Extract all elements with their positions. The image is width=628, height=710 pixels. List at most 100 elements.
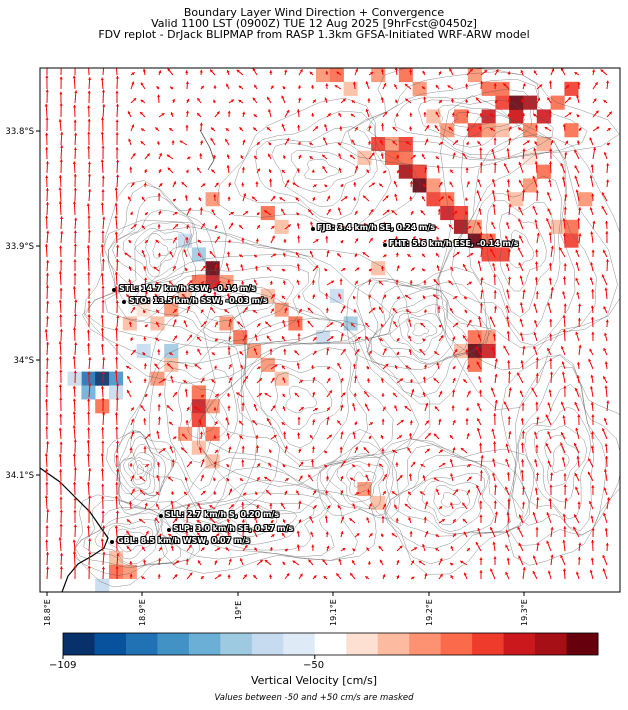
contour-line	[117, 294, 280, 526]
wind-arrow-head	[45, 371, 49, 374]
wind-arrow-head	[439, 391, 443, 394]
wind-arrow-head	[521, 459, 525, 462]
wind-arrow-head	[269, 280, 273, 284]
colorbar-swatch	[472, 633, 505, 655]
colorbar-swatch	[535, 633, 568, 655]
wind-arrow-head	[299, 573, 303, 577]
contour-line	[394, 464, 495, 535]
wind-arrow-head	[162, 378, 166, 382]
wind-arrow-head	[74, 132, 78, 136]
wind-arrow-head	[115, 510, 120, 514]
wind-arrow-head	[476, 485, 480, 488]
contour-line	[271, 141, 371, 207]
contour-line	[356, 277, 492, 398]
wind-arrow-head	[210, 307, 214, 311]
wind-arrow-head	[269, 547, 273, 550]
wind-arrow-head	[297, 141, 301, 145]
wind-arrow-head	[296, 530, 300, 534]
wind-arrow-head	[308, 559, 312, 563]
wind-arrow-head	[173, 436, 177, 440]
wind-arrow-head	[45, 272, 50, 276]
wind-arrow-head	[370, 72, 374, 75]
wind-arrow-head	[73, 509, 77, 513]
wind-arrow-head	[564, 152, 568, 155]
wind-arrow-head	[296, 362, 300, 366]
wind-arrow-head	[59, 509, 63, 513]
wind-arrow-head	[196, 520, 200, 524]
wind-arrow-head	[324, 450, 327, 454]
wind-arrow-head	[434, 351, 438, 355]
wind-arrow-head	[475, 542, 479, 545]
contour-line	[145, 233, 178, 269]
wind-arrow-head	[140, 99, 144, 103]
wind-arrow-head	[493, 290, 497, 293]
wind-arrow-head	[339, 278, 343, 282]
velocity-cell	[136, 302, 151, 317]
wind-arrow-head	[338, 112, 342, 116]
wind-arrow-head	[353, 225, 357, 228]
wind-arrow-head	[605, 220, 609, 224]
wind-arrow-head	[324, 97, 328, 101]
wind-arrow-head	[202, 294, 206, 298]
wind-arrow-head	[312, 419, 316, 423]
wind-arrow-head	[229, 488, 233, 492]
velocity-cell	[316, 330, 331, 345]
wind-arrow-head	[73, 105, 77, 108]
wind-arrow-head	[131, 488, 135, 492]
wind-arrow-head	[144, 503, 148, 506]
wind-arrow-head	[468, 476, 472, 480]
wind-arrow-head	[490, 128, 493, 131]
contour-line	[366, 284, 482, 371]
wind-arrow-head	[282, 532, 285, 536]
wind-arrow-head	[393, 181, 397, 184]
wind-arrow-head	[284, 445, 288, 449]
wind-arrow-head	[395, 99, 399, 103]
wind-arrow-head	[244, 307, 248, 311]
wind-arrow-head	[342, 548, 346, 551]
wind-arrow-head	[452, 239, 456, 243]
wind-arrow-head	[254, 547, 258, 551]
wind-arrow-head	[229, 377, 232, 381]
wind-arrow-head	[186, 503, 190, 507]
wind-arrow-head	[156, 491, 160, 495]
lat-label-33-9: 33.9°S	[5, 242, 34, 252]
wind-arrow-head	[270, 85, 274, 89]
velocity-cell	[481, 123, 496, 138]
wind-arrow-head	[383, 239, 387, 243]
wind-arrow-head	[550, 554, 554, 558]
velocity-cell	[191, 413, 206, 428]
wind-arrow-head	[298, 154, 302, 158]
wind-arrow-head	[284, 490, 288, 494]
contour-line	[451, 112, 492, 128]
wind-arrow-head	[157, 462, 161, 465]
wind-arrow-head	[116, 315, 120, 318]
wind-arrow-head	[405, 295, 408, 298]
wind-arrow-head	[227, 405, 231, 409]
wind-arrow-head	[241, 502, 245, 505]
wind-arrow-head	[590, 305, 594, 309]
wind-arrow-head	[563, 263, 567, 266]
wind-arrow-head	[562, 218, 566, 221]
velocity-cell	[122, 564, 137, 579]
wind-arrow-head	[292, 182, 296, 186]
velocity-cell	[316, 68, 331, 83]
wind-arrow-head	[521, 402, 525, 406]
velocity-cell	[454, 219, 469, 234]
wind-arrow-head	[533, 332, 537, 336]
wind-arrow-head	[395, 236, 399, 239]
wind-arrow-head	[194, 406, 198, 410]
wind-arrow-head	[186, 407, 190, 410]
wind-arrow-head	[518, 206, 522, 210]
wind-arrow-head	[87, 131, 91, 135]
wind-arrow-head	[381, 418, 385, 422]
wind-arrow-head	[544, 127, 548, 130]
wind-arrow-head	[100, 131, 104, 135]
wind-arrow-head	[45, 426, 49, 429]
wind-arrow-head	[342, 392, 346, 396]
velocity-cell	[247, 344, 262, 359]
wind-arrow-head	[476, 346, 479, 350]
wind-arrow-head	[436, 488, 439, 492]
wind-arrow-head	[213, 194, 217, 197]
wind-arrow-head	[467, 390, 471, 394]
wind-arrow-head	[144, 324, 148, 328]
